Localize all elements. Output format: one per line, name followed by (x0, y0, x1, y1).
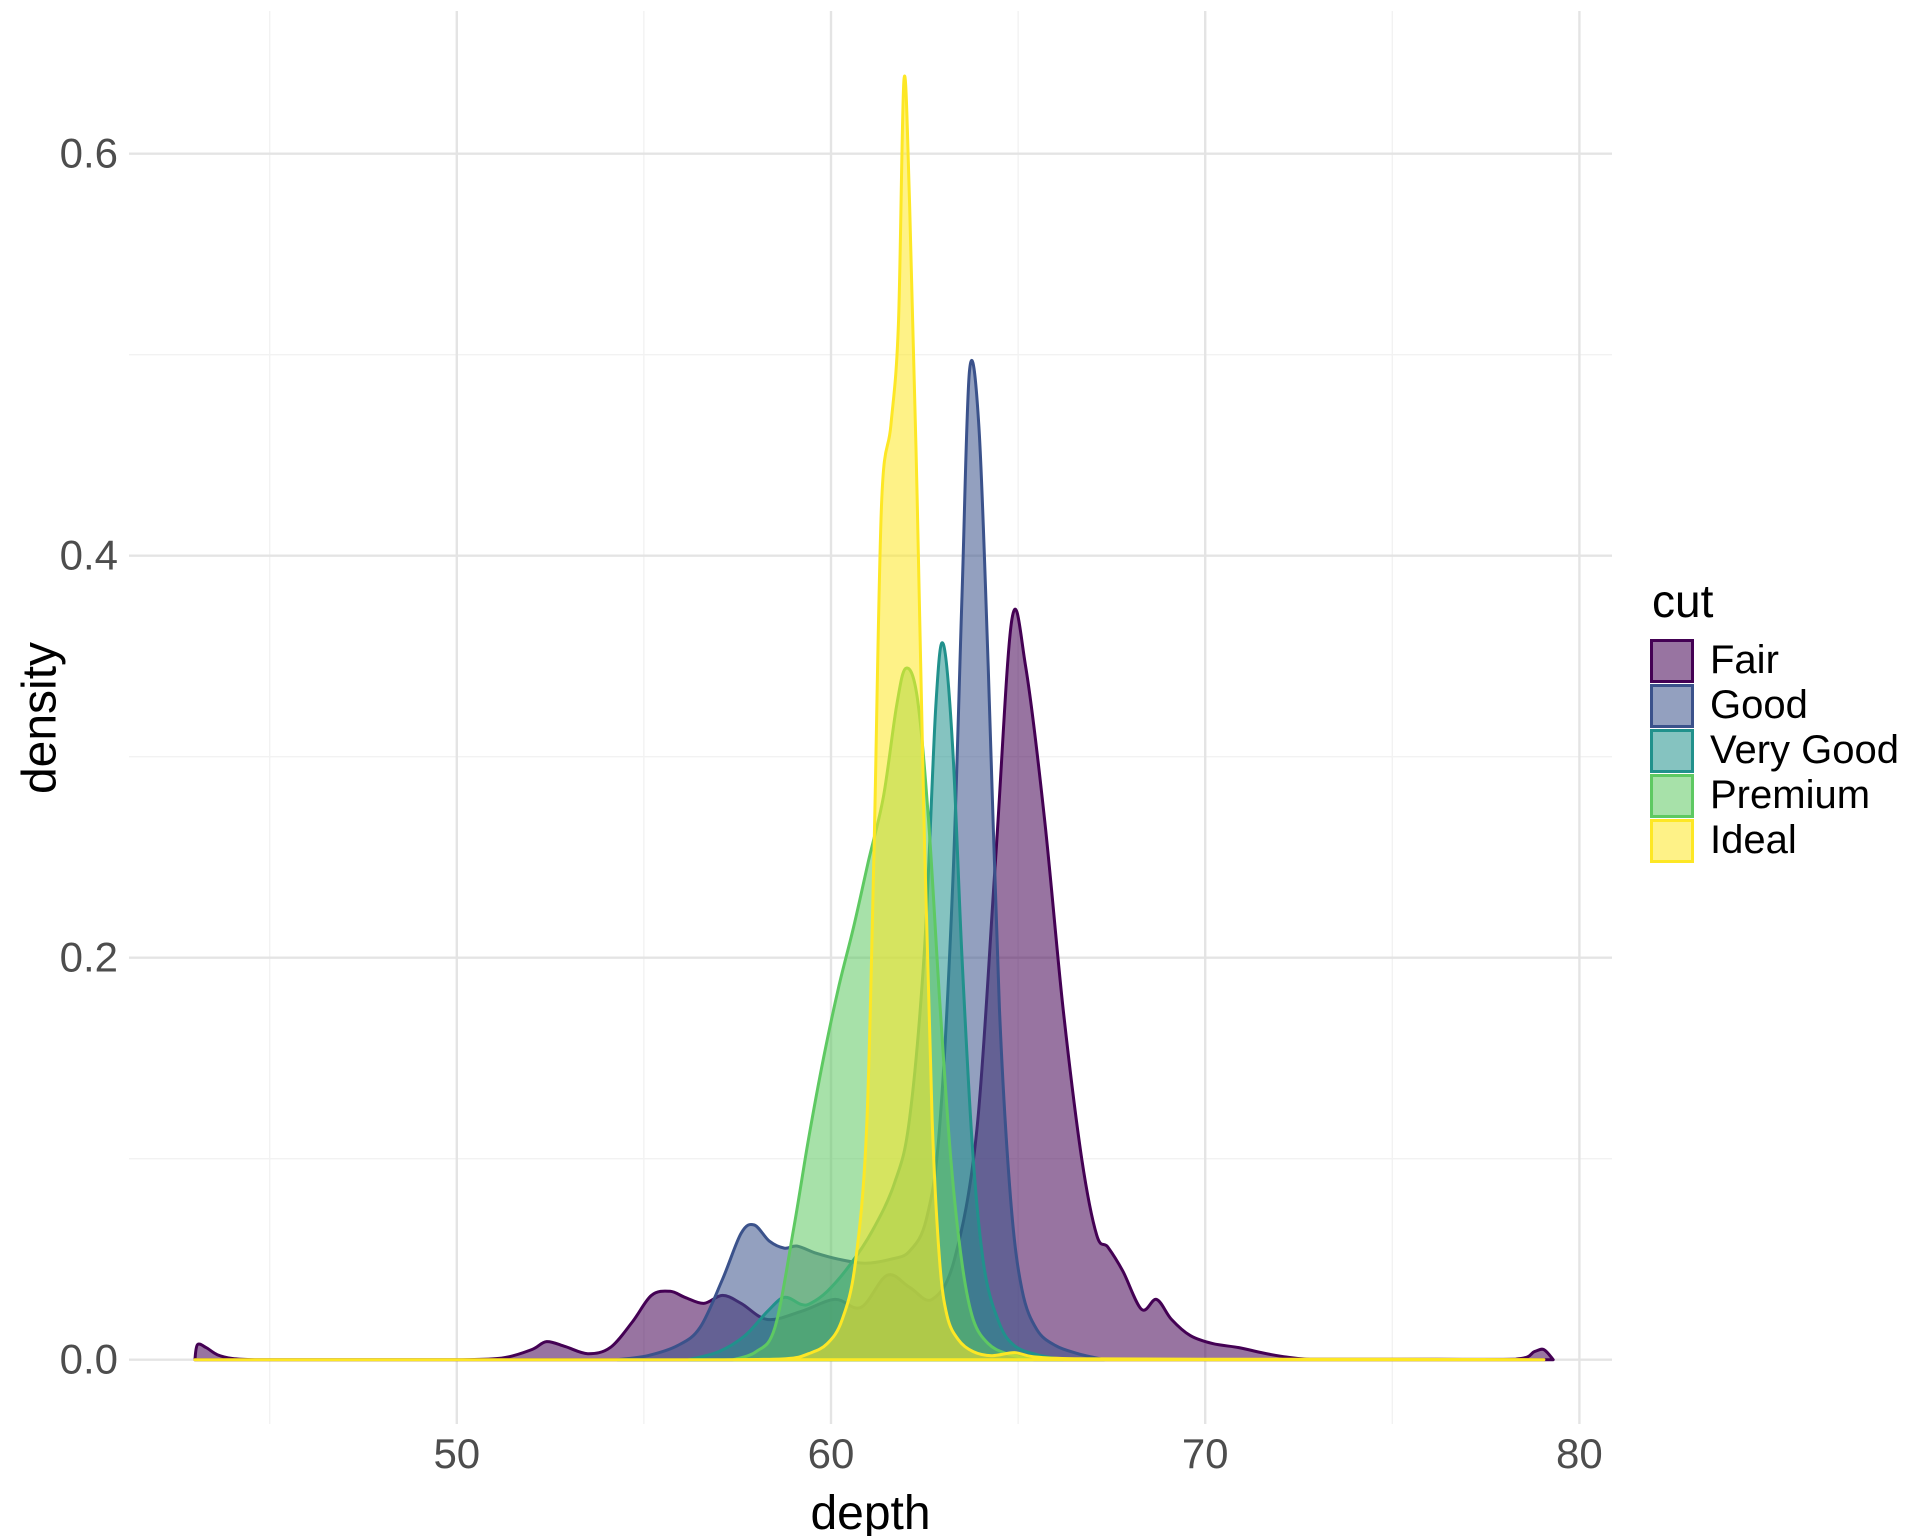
legend-swatch-ideal (1650, 818, 1694, 863)
y-tick-label-0.4: 0.4 (60, 532, 118, 579)
y-tick-label-0.2: 0.2 (60, 934, 118, 981)
axis-tick-labels: 50 60 70 80 0.0 0.2 0.4 0.6 (60, 130, 1603, 1477)
legend-items: Fair Good Very Good Premium Ideal (1650, 638, 1899, 863)
legend-swatch-premium (1650, 773, 1694, 818)
legend-item-good: Good (1650, 683, 1899, 728)
density-curve-ideal (193, 74, 1546, 1362)
y-tick-label-0.0: 0.0 (60, 1336, 118, 1383)
legend-title: cut (1652, 575, 1714, 627)
legend-swatch-fair (1650, 638, 1694, 683)
density-curves (193, 74, 1555, 1362)
x-axis-title: depth (810, 1487, 931, 1536)
legend-item-very-good: Very Good (1650, 728, 1899, 773)
x-tick-label-80: 80 (1556, 1430, 1603, 1477)
legend-item-ideal: Ideal (1650, 818, 1899, 863)
legend-label-very-good: Very Good (1710, 728, 1900, 772)
legend-label-premium: Premium (1710, 773, 1871, 817)
legend: cut Fair Good Very Good Premium Ideal (1650, 574, 1899, 863)
legend-swatch-good (1650, 683, 1694, 728)
legend-label-good: Good (1710, 683, 1808, 727)
x-tick-label-60: 60 (808, 1430, 855, 1477)
legend-label-fair: Fair (1710, 638, 1779, 682)
legend-label-ideal: Ideal (1710, 818, 1797, 862)
legend-item-premium: Premium (1650, 773, 1899, 818)
x-tick-label-70: 70 (1182, 1430, 1229, 1477)
y-tick-label-0.6: 0.6 (60, 130, 118, 177)
y-axis-title: density (13, 641, 67, 795)
legend-swatch-very-good (1650, 728, 1694, 773)
legend-item-fair: Fair (1650, 638, 1899, 683)
x-tick-label-50: 50 (433, 1430, 480, 1477)
